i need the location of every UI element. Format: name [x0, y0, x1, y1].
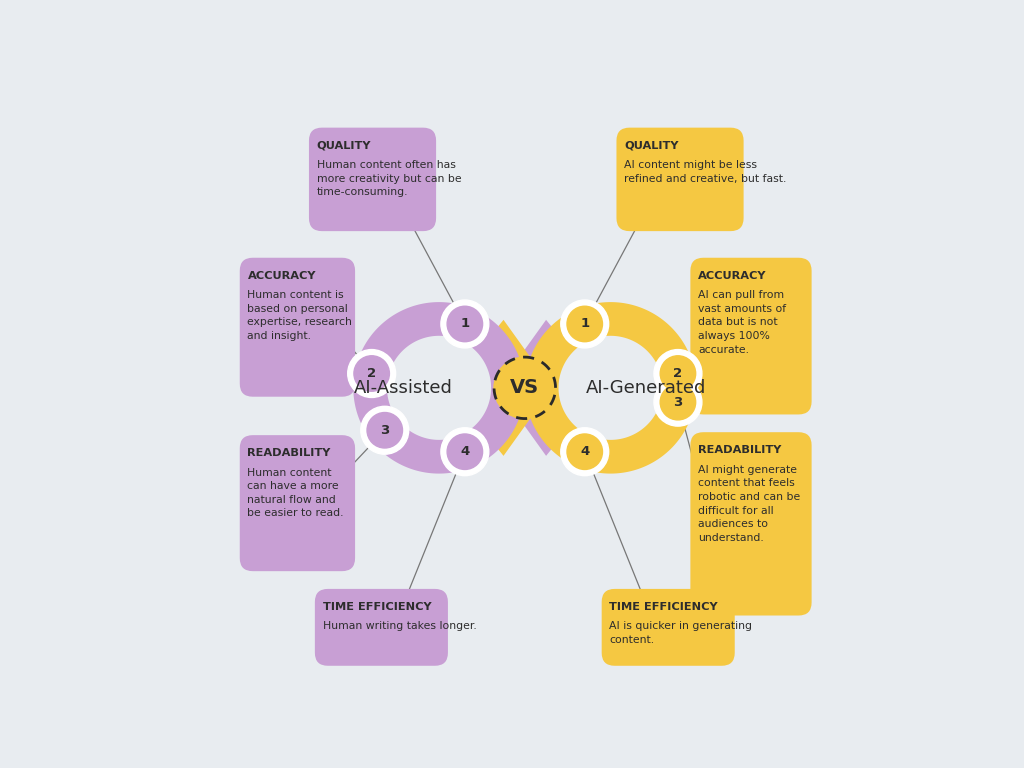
Circle shape: [494, 357, 556, 419]
Text: TIME EFFICIENCY: TIME EFFICIENCY: [323, 602, 431, 612]
Text: READABILITY: READABILITY: [248, 449, 331, 458]
Polygon shape: [487, 388, 532, 456]
Polygon shape: [586, 302, 692, 372]
FancyBboxPatch shape: [690, 258, 812, 415]
Text: Human content often has
more creativity but can be
time-consuming.: Human content often has more creativity …: [316, 161, 461, 197]
Polygon shape: [663, 377, 696, 399]
Circle shape: [441, 428, 488, 475]
Polygon shape: [377, 423, 464, 474]
FancyBboxPatch shape: [616, 127, 743, 231]
Text: QUALITY: QUALITY: [316, 141, 371, 151]
Circle shape: [660, 385, 695, 420]
Circle shape: [654, 378, 701, 426]
Circle shape: [567, 434, 602, 469]
Text: AI-Assisted: AI-Assisted: [354, 379, 453, 397]
Text: AI can pull from
vast amounts of
data but is not
always 100%
accurate.: AI can pull from vast amounts of data bu…: [698, 290, 786, 355]
Circle shape: [561, 428, 608, 475]
Text: Human writing takes longer.: Human writing takes longer.: [323, 621, 476, 631]
Circle shape: [447, 434, 482, 469]
Text: 3: 3: [380, 424, 389, 437]
Text: QUALITY: QUALITY: [625, 141, 679, 151]
Text: 4: 4: [460, 445, 469, 458]
Text: READABILITY: READABILITY: [698, 445, 781, 455]
Text: 2: 2: [367, 367, 376, 380]
Circle shape: [654, 349, 701, 398]
Circle shape: [660, 356, 695, 391]
Text: AI might generate
content that feels
robotic and can be
difficult for all
audien: AI might generate content that feels rob…: [698, 465, 801, 543]
Polygon shape: [517, 319, 562, 388]
Polygon shape: [525, 312, 587, 464]
Text: AI content might be less
refined and creative, but fast.: AI content might be less refined and cre…: [625, 161, 786, 184]
FancyBboxPatch shape: [690, 432, 812, 615]
Text: VS: VS: [510, 379, 540, 397]
Circle shape: [360, 406, 409, 454]
Text: 2: 2: [674, 367, 683, 380]
Polygon shape: [353, 377, 395, 435]
Circle shape: [561, 300, 608, 348]
Circle shape: [447, 306, 482, 342]
Circle shape: [567, 306, 602, 342]
FancyBboxPatch shape: [240, 435, 355, 571]
Text: 1: 1: [461, 317, 469, 330]
Circle shape: [367, 412, 402, 448]
Polygon shape: [463, 312, 524, 464]
Text: TIME EFFICIENCY: TIME EFFICIENCY: [609, 602, 718, 612]
Polygon shape: [487, 319, 532, 388]
Circle shape: [441, 300, 488, 348]
Text: ACCURACY: ACCURACY: [698, 271, 767, 281]
Text: 1: 1: [581, 317, 589, 330]
Text: Human content is
based on personal
expertise, research
and insight.: Human content is based on personal exper…: [248, 290, 352, 341]
FancyBboxPatch shape: [314, 589, 447, 666]
FancyBboxPatch shape: [309, 127, 436, 231]
Polygon shape: [357, 302, 464, 372]
Text: 3: 3: [674, 396, 683, 409]
FancyBboxPatch shape: [240, 258, 355, 397]
Text: ACCURACY: ACCURACY: [248, 271, 316, 281]
Text: AI is quicker in generating
content.: AI is quicker in generating content.: [609, 621, 753, 645]
Circle shape: [354, 356, 389, 391]
FancyBboxPatch shape: [602, 589, 735, 666]
Text: Human content
can have a more
natural flow and
be easier to read.: Human content can have a more natural fl…: [248, 468, 344, 518]
Text: 4: 4: [581, 445, 590, 458]
Circle shape: [348, 349, 395, 398]
Text: AI-Generated: AI-Generated: [586, 379, 707, 397]
Polygon shape: [517, 388, 562, 456]
Polygon shape: [586, 403, 692, 474]
